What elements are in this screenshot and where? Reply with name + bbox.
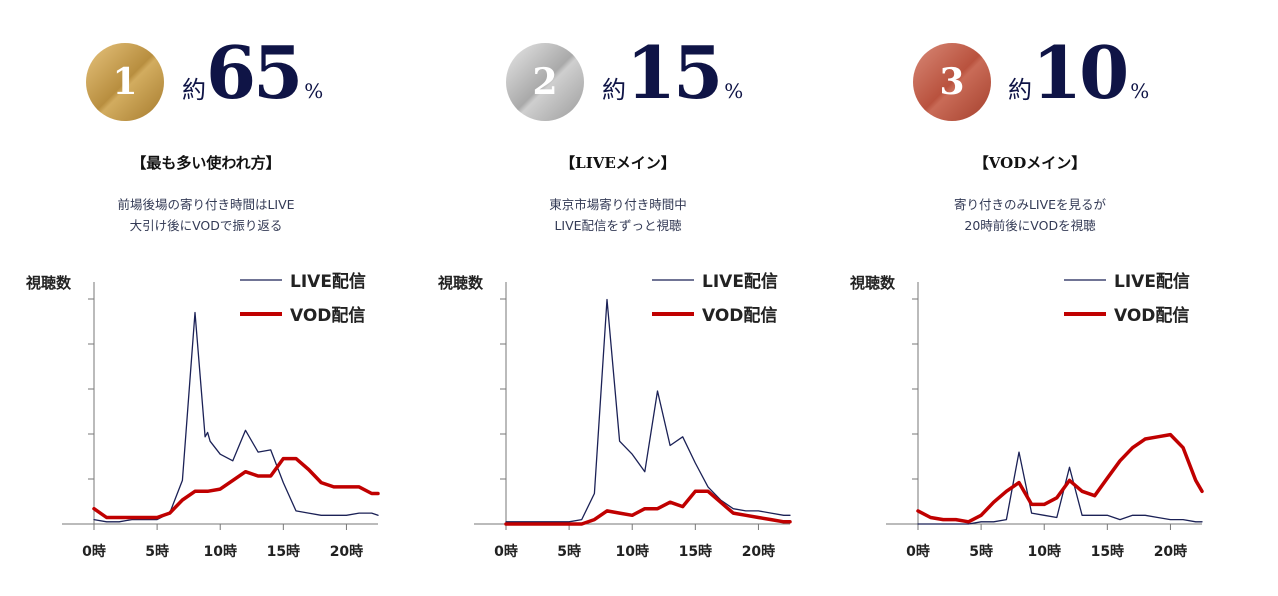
x-tick-label: 15時 <box>679 543 712 560</box>
y-axis-label: 視聴数 <box>25 274 72 292</box>
panel-live-and-vod: 1 約65% 【最も多い使われ方】 前場後場の寄り付き時間はLIVE 大引け後に… <box>0 0 412 596</box>
x-tick-label: 20時 <box>330 543 363 560</box>
legend-label: LIVE配信 <box>1114 271 1190 292</box>
vod-series-line <box>504 489 792 526</box>
share-text: 約65% <box>182 30 324 115</box>
x-tick-label: 5時 <box>145 543 169 560</box>
description-line: LIVE配信をずっと視聴 <box>554 218 682 233</box>
legend-label: LIVE配信 <box>290 271 366 292</box>
rank-2-badge: 2 <box>506 43 584 121</box>
x-tick-label: 0時 <box>494 543 518 560</box>
panel-description: 東京市場寄り付き時間中 LIVE配信をずっと視聴 <box>412 194 824 236</box>
legend-label: VOD配信 <box>1114 305 1189 326</box>
x-tick-label: 0時 <box>82 543 106 560</box>
x-tick-label: 15時 <box>1091 543 1124 560</box>
description-line: 20時前後にVODを視聴 <box>964 218 1096 233</box>
x-tick-label: 20時 <box>1154 543 1187 560</box>
x-tick-label: 5時 <box>969 543 993 560</box>
share-percent: 15 <box>626 30 723 115</box>
viewing-chart: 視聴数 0時 5時 10時 15時 20時 LIVE配信 VOD配信 <box>25 271 380 560</box>
panel-description: 前場後場の寄り付き時間はLIVE 大引け後にVODで振り返る <box>0 194 412 236</box>
share-percent: 65 <box>206 30 303 115</box>
legend-label: VOD配信 <box>702 305 777 326</box>
panel-description: 寄り付きのみLIVEを見るが 20時前後にVODを視聴 <box>824 194 1236 236</box>
legend-label: LIVE配信 <box>702 271 778 292</box>
viewing-chart: 視聴数 0時 5時 10時 15時 20時 LIVE配信 VOD配信 <box>849 271 1204 560</box>
rank-number: 3 <box>939 61 965 103</box>
description-line: 前場後場の寄り付き時間はLIVE <box>117 197 295 212</box>
description-line: 寄り付きのみLIVEを見るが <box>953 197 1107 212</box>
approx-label: 約 <box>182 76 206 104</box>
share-text: 約10% <box>1008 30 1150 115</box>
rank-number: 2 <box>532 61 558 103</box>
y-axis-label: 視聴数 <box>849 274 896 292</box>
approx-label: 約 <box>1008 76 1032 104</box>
panel-heading: 【LIVEメイン】 <box>560 154 676 172</box>
vod-series-line <box>92 456 380 520</box>
legend-label: VOD配信 <box>290 305 365 326</box>
x-tick-label: 15時 <box>267 543 300 560</box>
panel-live-main: 2 約15% 【LIVEメイン】 東京市場寄り付き時間中 LIVE配信をずっと視… <box>412 0 824 596</box>
x-tick-label: 20時 <box>742 543 775 560</box>
share-text: 約15% <box>602 30 744 115</box>
vod-series-line <box>916 432 1204 524</box>
viewing-chart: 視聴数 0時 5時 10時 15時 20時 LIVE配信 VOD配信 <box>437 271 792 560</box>
live-series-line <box>505 298 791 523</box>
percent-unit: % <box>304 79 324 103</box>
panel-heading: 【最も多い使われ方】 <box>131 154 281 172</box>
x-tick-label: 10時 <box>615 543 648 560</box>
panel-vod-main: 3 約10% 【VODメイン】 寄り付きのみLIVEを見るが 20時前後にVOD… <box>824 0 1236 596</box>
share-percent: 10 <box>1032 30 1129 115</box>
live-series-line <box>917 451 1203 525</box>
rank-1-badge: 1 <box>86 43 164 121</box>
description-line: 東京市場寄り付き時間中 <box>549 197 687 212</box>
description-line: 大引け後にVODで振り返る <box>129 218 283 233</box>
y-axis-label: 視聴数 <box>437 274 484 292</box>
x-tick-label: 10時 <box>1027 543 1060 560</box>
rank-number: 1 <box>112 61 138 103</box>
percent-unit: % <box>1130 79 1150 103</box>
approx-label: 約 <box>602 76 626 104</box>
panel-heading: 【VODメイン】 <box>973 154 1087 172</box>
x-tick-label: 5時 <box>557 543 581 560</box>
rank-3-badge: 3 <box>913 43 991 121</box>
x-tick-label: 10時 <box>203 543 236 560</box>
live-series-line <box>93 311 379 523</box>
percent-unit: % <box>724 79 744 103</box>
x-tick-label: 0時 <box>906 543 930 560</box>
